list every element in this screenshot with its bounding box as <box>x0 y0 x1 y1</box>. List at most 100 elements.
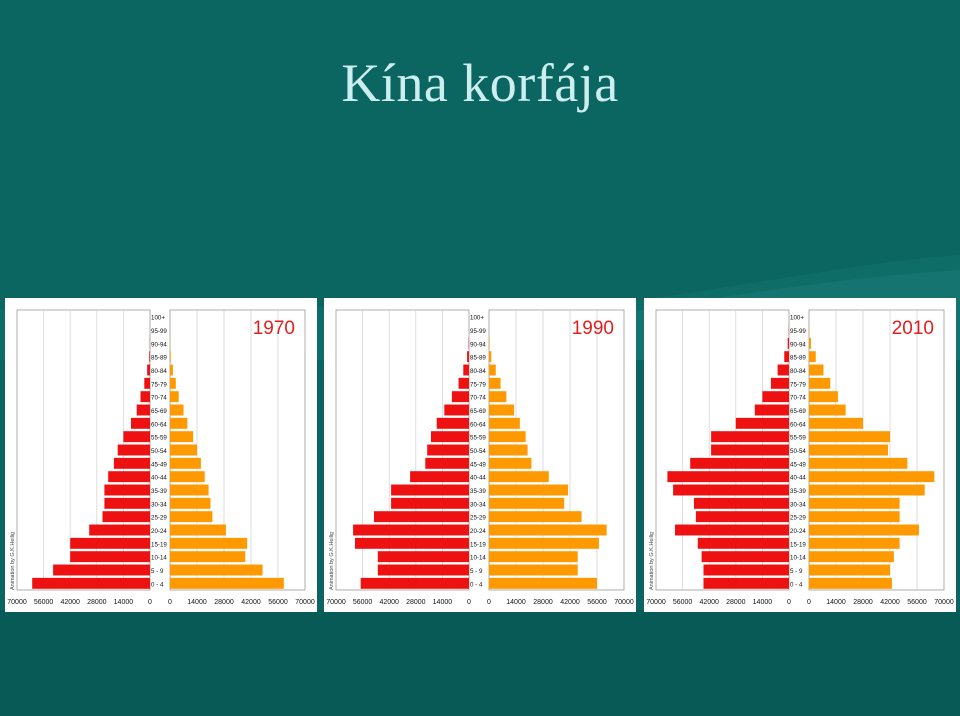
male-bar <box>762 391 789 403</box>
male-bar <box>53 564 150 576</box>
right-tick-label: 56000 <box>907 599 927 606</box>
age-group-label: 75-79 <box>470 381 486 388</box>
male-bar <box>377 551 469 563</box>
age-group-label: 100+ <box>151 315 165 322</box>
female-bar <box>170 391 179 403</box>
age-group-label: 45-49 <box>470 461 486 468</box>
female-bar <box>809 511 900 523</box>
age-group-label: 10-14 <box>470 555 486 562</box>
male-bar <box>697 537 789 549</box>
female-bar <box>170 444 197 456</box>
female-bar <box>170 417 188 429</box>
female-bar <box>489 577 597 589</box>
male-bar <box>427 444 469 456</box>
chart-year-title: 1970 <box>253 318 295 339</box>
male-bar <box>32 577 151 589</box>
male-bar <box>694 497 789 509</box>
male-bar <box>70 551 150 563</box>
female-bar <box>809 404 846 416</box>
male-bar <box>136 404 150 416</box>
left-tick-label: 14000 <box>433 599 453 606</box>
left-tick-label: 56000 <box>353 599 373 606</box>
pyramid-chart-1990: 0 - 4 5 - 9 10-14 15-19 20-24 25-29 30-34 35-39… <box>326 309 634 606</box>
age-group-label: 15-19 <box>790 541 806 548</box>
pyramid-panel-1970: 0 - 4 5 - 9 10-14 15-19 20-24 25-29 30-34 35-39… <box>5 298 317 612</box>
age-group-label: 20-24 <box>470 528 486 535</box>
male-bar <box>770 377 789 389</box>
left-tick-label: 42000 <box>379 599 399 606</box>
female-bar <box>170 564 263 576</box>
female-bar <box>489 351 492 363</box>
male-bar <box>147 364 150 376</box>
male-bar <box>113 457 150 469</box>
male-bar <box>89 524 150 536</box>
age-group-label: 80-84 <box>790 368 806 375</box>
age-group-label: 70-74 <box>470 395 486 402</box>
age-group-label: 5 - 9 <box>790 568 803 575</box>
female-bar <box>809 457 908 469</box>
left-tick-label: 70000 <box>7 599 27 606</box>
female-bar <box>170 524 226 536</box>
age-group-label: 60-64 <box>151 421 167 428</box>
age-group-label: 25-29 <box>790 515 806 522</box>
left-tick-label: 28000 <box>87 599 107 606</box>
right-tick-label: 28000 <box>214 599 234 606</box>
right-tick-label: 28000 <box>853 599 873 606</box>
age-group-label: 40-44 <box>151 475 167 482</box>
male-bar <box>410 471 469 483</box>
female-bar <box>809 577 892 589</box>
age-group-label: 40-44 <box>470 475 486 482</box>
female-bar <box>170 471 205 483</box>
female-bar <box>170 457 201 469</box>
right-tick-label: 70000 <box>614 599 634 606</box>
bottom-band <box>0 610 960 716</box>
age-group-label: 90-94 <box>470 341 486 348</box>
male-bar <box>123 431 150 443</box>
male-bar <box>140 391 150 403</box>
age-group-label: 90-94 <box>790 341 806 348</box>
age-group-label: 80-84 <box>151 368 167 375</box>
female-bar <box>489 537 599 549</box>
female-bar <box>489 511 582 523</box>
left-tick-label: 28000 <box>726 599 746 606</box>
left-tick-label: 14000 <box>753 599 773 606</box>
male-bar <box>425 457 469 469</box>
age-group-label: 95-99 <box>470 328 486 335</box>
female-bar <box>489 364 496 376</box>
male-bar <box>149 351 150 363</box>
right-tick-label: 14000 <box>187 599 207 606</box>
left-tick-label: 0 <box>148 599 152 606</box>
female-bar <box>170 404 184 416</box>
female-bar <box>809 431 890 443</box>
pyramid-panel-1990: 0 - 4 5 - 9 10-14 15-19 20-24 25-29 30-34 35-39… <box>324 298 636 612</box>
chart-credit: Animation by G.K.Heilig <box>10 532 16 590</box>
female-bar <box>489 497 565 509</box>
age-group-label: 25-29 <box>151 515 167 522</box>
male-bar <box>754 404 789 416</box>
male-bar <box>70 537 150 549</box>
male-bar <box>458 377 469 389</box>
right-tick-label: 42000 <box>241 599 261 606</box>
male-bar <box>703 564 789 576</box>
age-group-label: 100+ <box>790 315 804 322</box>
female-bar <box>809 564 890 576</box>
female-bar <box>170 537 248 549</box>
male-bar <box>673 484 789 496</box>
female-bar <box>809 444 889 456</box>
male-bar <box>444 404 469 416</box>
male-bar <box>701 551 789 563</box>
age-group-label: 50-54 <box>790 448 806 455</box>
left-tick-label: 56000 <box>34 599 54 606</box>
female-bar <box>170 497 211 509</box>
age-group-label: 60-64 <box>470 421 486 428</box>
female-bar <box>170 484 209 496</box>
male-bar <box>711 431 789 443</box>
age-group-label: 45-49 <box>151 461 167 468</box>
age-group-label: 80-84 <box>470 368 486 375</box>
female-bar <box>170 551 246 563</box>
female-bar <box>809 417 863 429</box>
male-bar <box>391 484 469 496</box>
male-bar <box>104 497 150 509</box>
age-group-label: 25-29 <box>470 515 486 522</box>
right-tick-label: 70000 <box>934 599 954 606</box>
